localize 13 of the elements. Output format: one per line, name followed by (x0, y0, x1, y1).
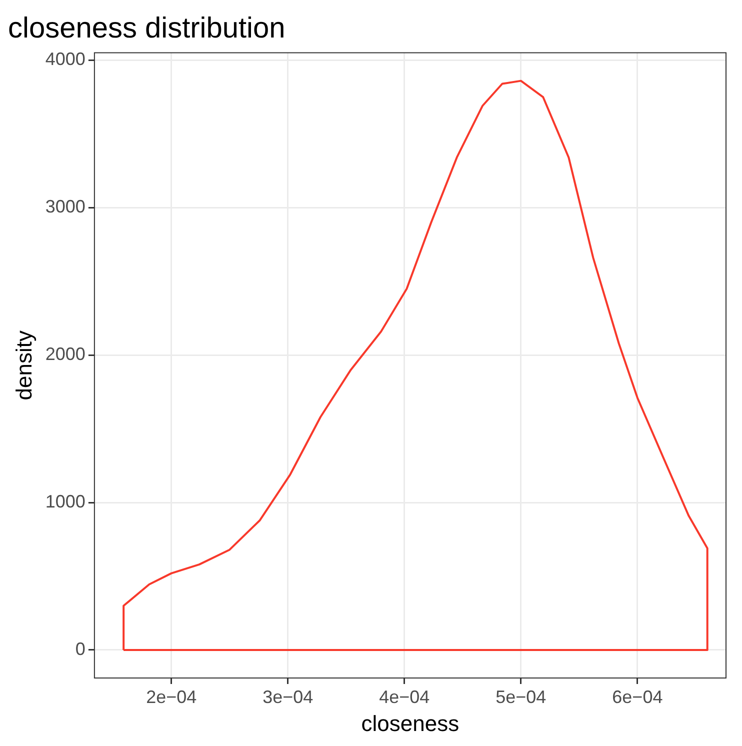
x-tick-label: 2e−04 (146, 686, 197, 707)
y-tick-label: 1000 (45, 492, 86, 512)
y-axis-title: density (11, 330, 36, 400)
x-tick-label: 4e−04 (379, 686, 430, 707)
x-tick-label: 6e−04 (612, 686, 663, 707)
x-tick-label: 3e−04 (262, 686, 314, 707)
chart-title: closeness distribution (8, 12, 286, 44)
y-tick-label: 0 (75, 638, 86, 659)
y-tick-label: 4000 (45, 49, 86, 70)
y-tick-label: 3000 (45, 196, 86, 217)
x-tick-label: 5e−04 (496, 686, 546, 707)
y-tick-label: 2000 (45, 344, 86, 364)
x-axis-title: closeness (361, 710, 460, 736)
